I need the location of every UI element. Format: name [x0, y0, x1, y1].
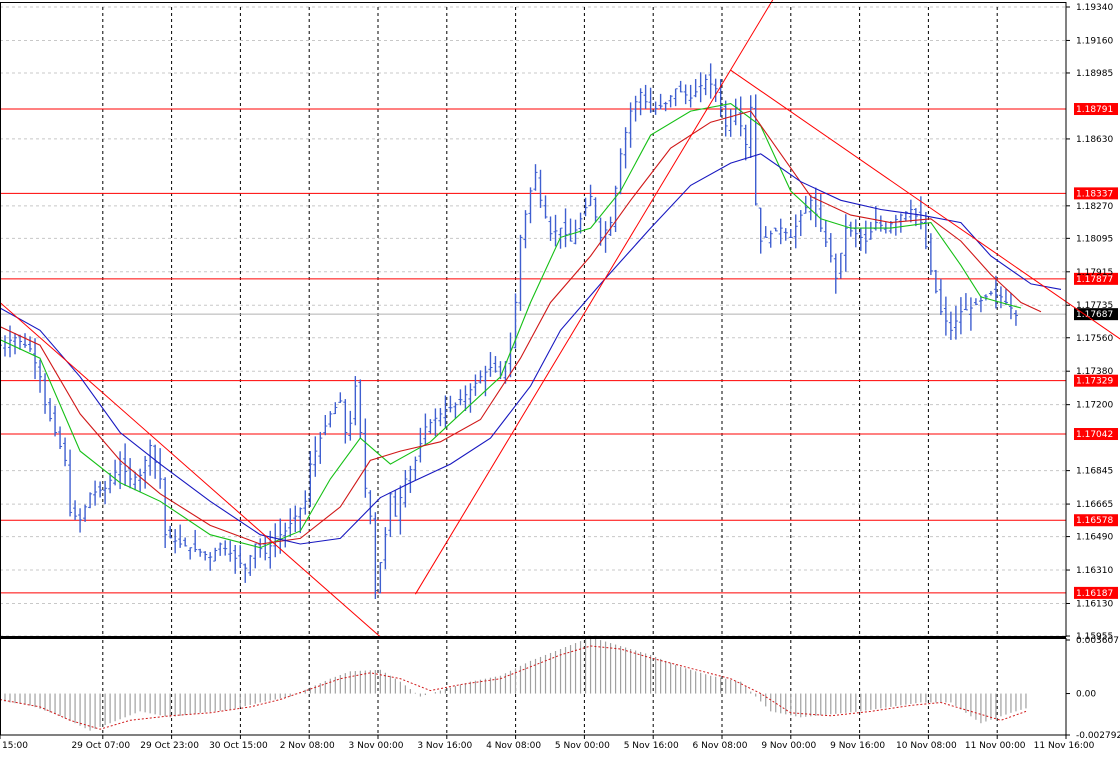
y-tick-label: 1.16130 — [1076, 599, 1113, 609]
osc-tick-label: -0.002792 — [1076, 731, 1120, 741]
x-tick-label: 5 Nov 00:00 — [555, 741, 610, 751]
price-level-label: 1.17042 — [1076, 430, 1113, 440]
price-level-tag — [1074, 586, 1118, 599]
x-tick-label: 11 Nov 16:00 — [1034, 741, 1095, 751]
y-tick-label: 1.18985 — [1076, 69, 1113, 79]
x-tick-label: 11 Nov 00:00 — [965, 741, 1026, 751]
y-tick-label: 1.19160 — [1076, 36, 1113, 46]
x-tick-label: 4 Nov 08:00 — [486, 741, 541, 751]
y-tick-label: 1.17200 — [1076, 401, 1113, 411]
y-tick-label: 1.17380 — [1076, 367, 1113, 377]
chart-frames — [0, 2, 1067, 736]
x-tick-label: 9 Nov 00:00 — [761, 741, 816, 751]
x-tick-label: 3 Nov 00:00 — [349, 741, 404, 751]
price-level-tag — [1074, 187, 1118, 200]
y-tick-label: 1.15955 — [1076, 632, 1113, 642]
price-level-label: 1.17329 — [1076, 377, 1113, 387]
price-level-label: 1.18337 — [1076, 189, 1113, 199]
y-tick-label: 1.16845 — [1076, 467, 1113, 477]
y-tick-label: 1.16310 — [1076, 566, 1113, 576]
x-tick-label: 5 Nov 16:00 — [624, 741, 679, 751]
trend-line — [0, 302, 381, 638]
x-tick-label: 2 Nov 08:00 — [280, 741, 335, 751]
current-price-tag — [1074, 308, 1118, 321]
horizontal-levels: 1.18791 1.18337 1.17877 1.17329 1.17042 1.165… — [0, 103, 1118, 599]
y-tick-label: 1.18095 — [1076, 234, 1113, 244]
price-level-tag — [1074, 428, 1118, 441]
x-tick-label: 3 Nov 16:00 — [417, 741, 472, 751]
y-tick-label: 1.18630 — [1076, 135, 1113, 145]
main-frame — [0, 2, 1067, 637]
moving-average-line — [0, 153, 1062, 545]
y-tick-label: 1.16490 — [1076, 533, 1113, 543]
price-level-label: 1.17877 — [1076, 275, 1113, 285]
moving-average-line — [0, 110, 1042, 545]
y-tick-label: 1.18270 — [1076, 202, 1113, 212]
price-level-tag — [1074, 103, 1118, 116]
y-tick-label: 1.17735 — [1076, 301, 1113, 311]
osc-tick-label: 0.00 — [1076, 690, 1096, 700]
y-tick-label: 1.17915 — [1076, 268, 1113, 278]
x-tick-label: 30 Oct 15:00 — [209, 741, 268, 751]
price-level-label: 1.16578 — [1076, 516, 1113, 526]
y-tick-label: 1.19340 — [1076, 3, 1113, 13]
price-level-label: 1.16187 — [1076, 589, 1113, 599]
x-tick-label: 6 Nov 08:00 — [693, 741, 748, 751]
trend-lines — [0, 0, 1120, 638]
moving-average-line — [0, 103, 1022, 549]
y-tick-label: 1.17560 — [1076, 334, 1113, 344]
x-tick-label: 29 Oct 23:00 — [140, 741, 199, 751]
osc-tick-label: 0.003607 — [1076, 636, 1119, 646]
x-tick-label: 29 Oct 07:00 — [71, 741, 130, 751]
current-price-label: 1.17687 — [1076, 310, 1113, 320]
price-axis: 1.19340 1.19160 1.18985 1.18630 1.18270 1.180… — [1066, 3, 1120, 741]
x-tick-label: 10 Nov 08:00 — [896, 741, 957, 751]
time-axis: 15:00 29 Oct 07:00 29 Oct 23:00 30 Oct 15:0… — [0, 735, 1095, 751]
price-level-label: 1.18791 — [1076, 105, 1113, 115]
trend-line — [730, 69, 1120, 340]
y-tick-label: 1.16665 — [1076, 500, 1113, 510]
trend-line — [414, 0, 774, 595]
oscillator-panel — [0, 637, 1027, 731]
price-level-tag — [1074, 514, 1118, 527]
price-level-tag — [1074, 272, 1118, 285]
price-level-tag — [1074, 374, 1118, 387]
x-tick-label: 15:00 — [2, 741, 28, 751]
x-tick-label: 9 Nov 16:00 — [830, 741, 885, 751]
osc-frame — [0, 638, 1067, 736]
moving-averages — [0, 103, 1062, 549]
oscillator-signal-line — [0, 645, 1027, 730]
